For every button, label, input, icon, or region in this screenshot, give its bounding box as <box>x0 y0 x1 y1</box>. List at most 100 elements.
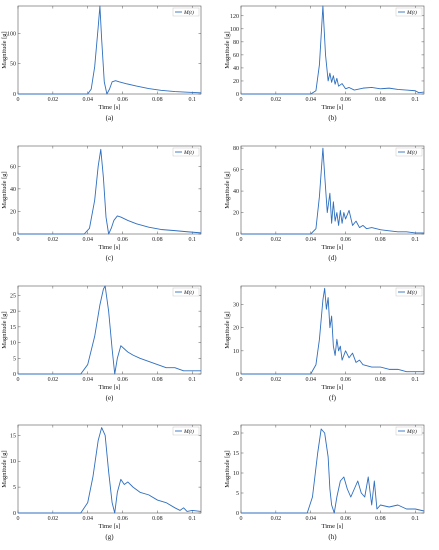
y-tick-label: 20 <box>10 209 16 215</box>
x-axis-label: Time [s] <box>322 384 344 391</box>
y-tick-label: 20 <box>233 326 239 332</box>
y-tick-label: 15 <box>10 433 16 439</box>
y-tick-label: 10 <box>10 341 16 347</box>
x-tick-label: 0.08 <box>152 377 163 383</box>
x-tick-label: 0.08 <box>152 97 163 103</box>
x-tick-label: 0.1 <box>412 97 420 103</box>
x-tick-label: 0.02 <box>271 237 282 243</box>
x-tick-label: 0.02 <box>271 377 282 383</box>
y-tick-label: 60 <box>233 53 239 59</box>
x-tick-label: 0.08 <box>375 377 386 383</box>
y-tick-label: 0 <box>13 232 16 238</box>
y-tick-label: 60 <box>10 164 16 170</box>
chart-panel-g: 0 0.02 0.04 0.06 0.08 0.1 0 5 10 15 Time [s] Magnit… <box>1 424 202 541</box>
x-tick-label: 0.04 <box>305 516 316 522</box>
x-tick-label: 0.1 <box>412 237 420 243</box>
x-tick-label: 0.02 <box>271 516 282 522</box>
x-tick-label: 0.04 <box>82 97 93 103</box>
series-line-0 <box>241 428 425 514</box>
y-tick-label: 50 <box>10 62 16 68</box>
legend-box <box>172 426 200 436</box>
panel-label: (f) <box>329 394 337 402</box>
y-axis-label: Magnitude [g] <box>224 31 231 68</box>
y-tick-label: 100 <box>230 27 239 33</box>
plot-frame <box>17 424 202 514</box>
x-tick-label: 0 <box>17 516 20 522</box>
x-tick-label: 0.06 <box>340 97 351 103</box>
y-tick-label: 20 <box>10 309 16 315</box>
x-tick-label: 0.04 <box>82 377 93 383</box>
legend-box <box>172 147 200 157</box>
y-tick-label: 5 <box>13 356 16 362</box>
series-line-0 <box>18 427 202 514</box>
x-tick-label: 0.1 <box>189 237 197 243</box>
x-tick-label: 0 <box>240 237 243 243</box>
panel-label: (a) <box>106 114 114 122</box>
x-tick-label: 0.04 <box>305 97 316 103</box>
series-line-0 <box>18 148 202 235</box>
x-axis-label: Time [s] <box>99 244 121 251</box>
x-tick-label: 0.1 <box>412 377 420 383</box>
x-axis-label: Time [s] <box>99 104 121 111</box>
x-tick-label: 0.08 <box>375 97 386 103</box>
y-tick-label: 0 <box>13 372 16 378</box>
y-axis-label: Magnitude [g] <box>1 171 8 208</box>
y-tick-label: 10 <box>10 459 16 465</box>
x-tick-label: 0.02 <box>48 377 59 383</box>
panel-label: (g) <box>105 533 114 541</box>
y-tick-label: 5 <box>13 485 16 491</box>
plot-frame <box>17 145 202 235</box>
chart-panel-b: 0 0.02 0.04 0.06 0.08 0.1 0 20 40 60 80 100 120 Time … <box>224 5 425 122</box>
x-tick-label: 0 <box>17 237 20 243</box>
x-tick-label: 0 <box>17 97 20 103</box>
x-axis-label: Time [s] <box>322 244 344 251</box>
legend-label: M(t) <box>183 9 194 16</box>
x-tick-label: 0 <box>240 377 243 383</box>
y-axis-label: Magnitude [g] <box>224 311 231 348</box>
x-tick-label: 0.02 <box>271 97 282 103</box>
panel-label: (d) <box>328 254 337 262</box>
series-line-0 <box>18 285 201 375</box>
x-tick-label: 0.06 <box>117 377 128 383</box>
x-tick-label: 0.08 <box>375 237 386 243</box>
x-tick-label: 0.02 <box>48 516 59 522</box>
x-tick-label: 0.06 <box>340 516 351 522</box>
x-tick-label: 0.1 <box>189 377 197 383</box>
series-line-0 <box>241 5 425 95</box>
legend-box <box>395 147 423 157</box>
series-line-0 <box>241 287 424 375</box>
x-tick-label: 0.08 <box>375 516 386 522</box>
x-tick-label: 0.06 <box>340 377 351 383</box>
x-tick-label: 0.04 <box>82 516 93 522</box>
plot-frame <box>240 145 425 235</box>
series-line-0 <box>241 147 424 235</box>
legend-label: M(t) <box>406 149 417 156</box>
y-tick-label: 10 <box>233 349 239 355</box>
x-tick-label: 0.02 <box>48 237 59 243</box>
y-tick-label: 15 <box>233 451 239 457</box>
y-tick-label: 40 <box>10 187 16 193</box>
x-tick-label: 0.08 <box>152 237 163 243</box>
x-tick-label: 0 <box>240 516 243 522</box>
y-axis-label: Magnitude [g] <box>1 450 8 487</box>
chart-panel-d: 0 0.02 0.04 0.06 0.08 0.1 0 20 40 60 80 Time [s] Mag… <box>224 145 425 262</box>
legend-box <box>395 287 423 297</box>
x-tick-label: 0.08 <box>152 516 163 522</box>
chart-panel-a: 0 0.02 0.04 0.06 0.08 0.1 0 50 100 Time [s] Magnit… <box>1 5 202 122</box>
panel-label: (h) <box>328 533 337 541</box>
chart-panel-c: 0 0.02 0.04 0.06 0.08 0.1 0 20 40 60 Time [s] Magni… <box>1 145 202 262</box>
x-tick-label: 0.02 <box>48 97 59 103</box>
panel-label: (b) <box>328 114 337 122</box>
y-tick-label: 0 <box>13 511 16 517</box>
x-axis-label: Time [s] <box>99 384 121 391</box>
plot-frame <box>240 424 425 514</box>
x-tick-label: 0.1 <box>412 516 420 522</box>
x-tick-label: 0.06 <box>117 237 128 243</box>
y-axis-label: Magnitude [g] <box>224 450 231 487</box>
x-tick-label: 0.1 <box>189 97 197 103</box>
y-tick-label: 0 <box>236 232 239 238</box>
x-tick-label: 0 <box>17 377 20 383</box>
y-tick-label: 25 <box>10 293 16 299</box>
x-tick-label: 0.04 <box>305 377 316 383</box>
